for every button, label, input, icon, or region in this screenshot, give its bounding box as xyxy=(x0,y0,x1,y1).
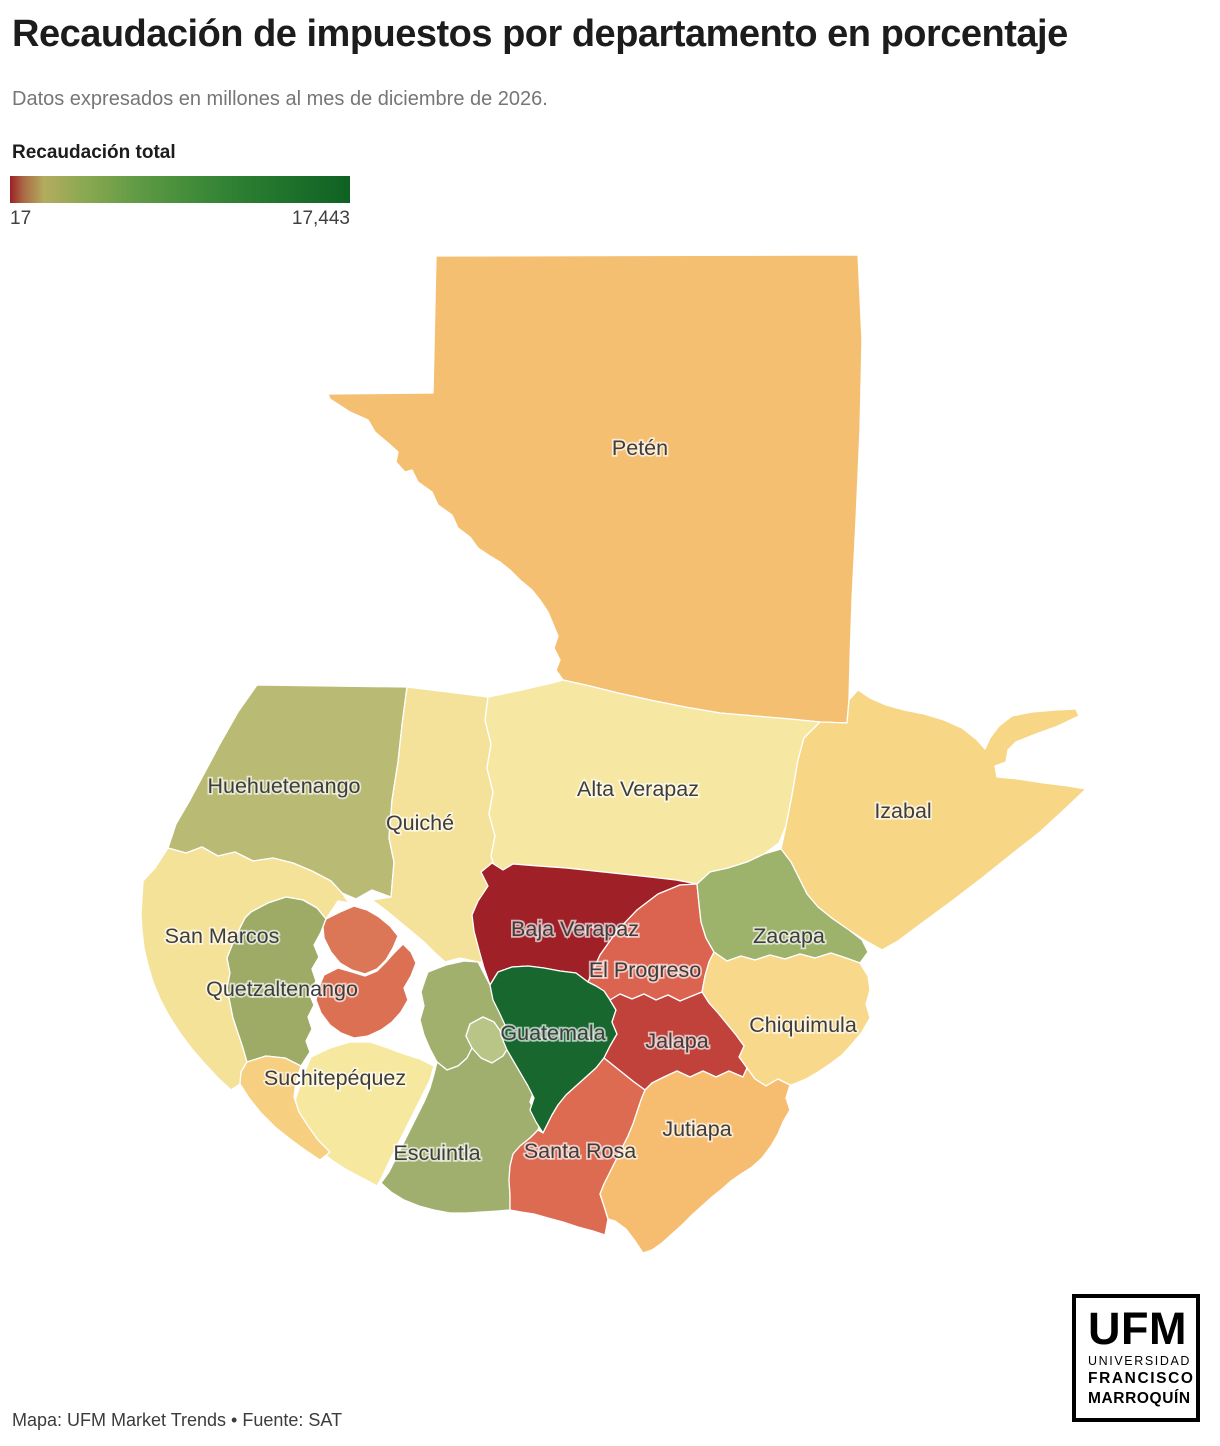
label-izabal: Izabal xyxy=(874,799,931,823)
legend-max: 17,443 xyxy=(291,208,350,229)
label-san-marcos: San Marcos xyxy=(165,924,280,948)
region-jutiapa[interactable] xyxy=(599,1067,791,1254)
page-subtitle: Datos expresados en millones al mes de d… xyxy=(12,88,548,110)
label-quiche: Quiché xyxy=(386,811,454,835)
label-quetzaltenango: Quetzaltenango xyxy=(206,977,358,1001)
ufm-logo-francisco: FRANCISCO xyxy=(1088,1370,1195,1387)
map-regions xyxy=(140,254,1087,1254)
page-title: Recaudación de impuestos por departament… xyxy=(12,13,1068,55)
label-huehuetenango: Huehuetenango xyxy=(207,774,360,798)
label-chiquimula: Chiquimula xyxy=(749,1013,857,1037)
label-baja-verapaz: Baja Verapaz xyxy=(511,917,639,941)
label-suchitepequez: Suchitepéquez xyxy=(264,1066,406,1090)
label-jutiapa: Jutiapa xyxy=(662,1117,731,1141)
legend-title: Recaudación total xyxy=(12,142,176,163)
label-jalapa: Jalapa xyxy=(645,1029,708,1053)
legend-labels: 17 17,443 xyxy=(10,208,350,230)
legend-gradient xyxy=(10,176,350,203)
ufm-logo: UFM UNIVERSIDAD FRANCISCO MARROQUÍN xyxy=(1072,1294,1200,1422)
region-peten[interactable] xyxy=(327,254,863,724)
label-zacapa: Zacapa xyxy=(753,924,825,948)
legend-min: 17 xyxy=(10,208,32,229)
label-alta-verapaz: Alta Verapaz xyxy=(577,777,699,801)
label-el-progreso: El Progreso xyxy=(589,958,701,982)
region-retalhuleu[interactable] xyxy=(239,1055,331,1161)
label-guatemala: Guatemala xyxy=(500,1021,605,1045)
region-totonicapan[interactable] xyxy=(322,905,399,975)
region-izabal[interactable] xyxy=(780,689,1087,951)
ufm-logo-universidad: UNIVERSIDAD xyxy=(1088,1354,1192,1368)
label-santa-rosa: Santa Rosa xyxy=(524,1139,636,1163)
map-labels: Petén Huehuetenango Quiché Alta Verapaz … xyxy=(163,434,934,1167)
credit-line: Mapa: UFM Market Trends • Fuente: SAT xyxy=(12,1410,343,1430)
label-peten: Petén xyxy=(612,436,668,460)
ufm-logo-acronym: UFM xyxy=(1088,1303,1187,1354)
ufm-logo-marroquin: MARROQUÍN xyxy=(1088,1390,1191,1407)
region-solola[interactable] xyxy=(315,943,417,1039)
label-escuintla: Escuintla xyxy=(393,1141,480,1165)
